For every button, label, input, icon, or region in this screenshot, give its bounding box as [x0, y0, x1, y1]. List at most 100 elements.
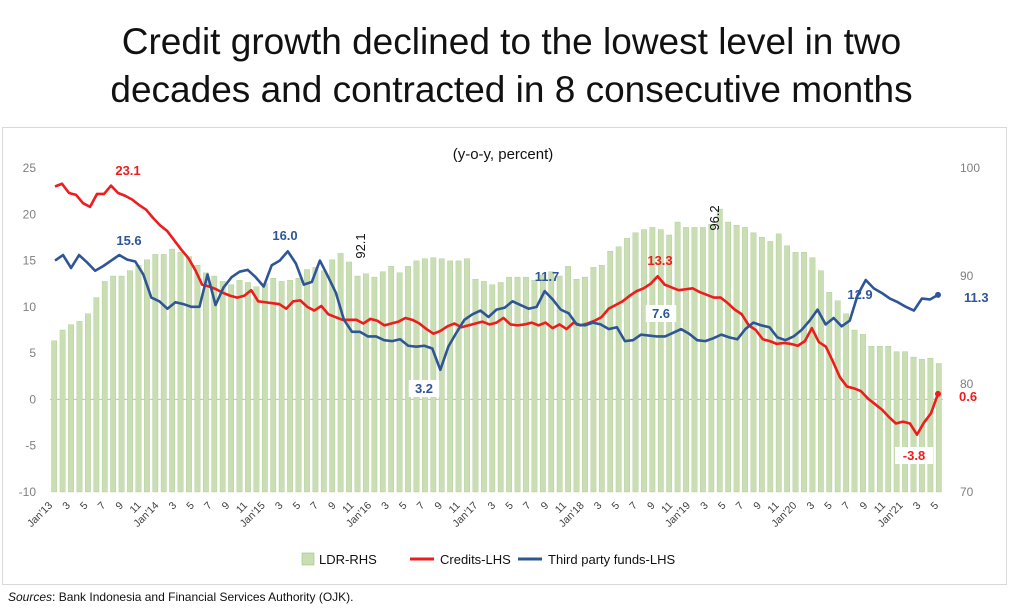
x-tick-label: Jan'13 [25, 500, 55, 530]
ldr-bar [236, 280, 243, 493]
x-tick-label: 9 [645, 500, 658, 513]
left-tick-label: -5 [25, 439, 36, 453]
ldr-bar [346, 261, 352, 493]
ldr-bar [396, 272, 403, 493]
ldr-bar [329, 259, 336, 493]
ldr-bar [851, 329, 858, 493]
ldr-bar [725, 221, 732, 493]
data-label: 11.3 [964, 290, 989, 305]
ldr-bar [759, 236, 765, 493]
series-lines [54, 182, 941, 436]
ldr-bar [742, 227, 748, 493]
data-label: 12.9 [847, 287, 872, 302]
ldr-bar [548, 271, 555, 493]
credits-end-marker [935, 390, 941, 397]
x-tick-label: 3 [167, 500, 180, 513]
x-tick-label: 5 [822, 500, 835, 513]
ldr-bar [565, 266, 571, 493]
ldr-bar [573, 279, 580, 493]
ldr-bar [304, 269, 310, 493]
ldr-bar [211, 275, 218, 493]
x-tick-label: 5 [397, 500, 410, 513]
ldr-bar [93, 297, 100, 493]
ldr-bar [59, 329, 66, 493]
ldr-bar [708, 224, 715, 493]
ldr-bar [68, 324, 74, 493]
x-tick-label: 5 [929, 500, 942, 513]
legend-ldr-label: LDR-RHS [319, 552, 377, 567]
ldr-bar [228, 284, 234, 493]
x-tick-label: 5 [184, 500, 197, 513]
x-tick-label: 9 [326, 500, 339, 513]
x-tick-label: 9 [539, 500, 552, 513]
ldr-bar [177, 252, 184, 493]
ldr-bar [371, 276, 378, 493]
x-tick-label: 5 [716, 500, 729, 513]
ldr-bar [674, 221, 681, 493]
chart-title: Credit growth declined to the lowest lev… [0, 18, 1023, 114]
ldr-bar [194, 265, 201, 493]
ldr-bar [472, 279, 479, 493]
x-tick-label: 7 [521, 500, 534, 513]
data-label: 11.7 [535, 269, 560, 284]
ldr-bar [590, 267, 597, 493]
ldr-bar [556, 275, 563, 493]
title-line-2: decades and contracted in 8 consecutive … [110, 69, 913, 110]
ldr-bar [497, 282, 504, 493]
x-tick-label: 5 [78, 500, 91, 513]
ldr-bar [261, 283, 268, 493]
data-label-bg [408, 380, 440, 397]
data-label: 16.0 [272, 228, 297, 243]
x-tick-label: 7 [96, 500, 109, 513]
x-tick-label: 3 [592, 500, 605, 513]
ldr-bar [169, 248, 176, 493]
ldr-bar [203, 272, 209, 493]
source-text: : Bank Indonesia and Financial Services … [52, 590, 354, 604]
ldr-bar [539, 274, 546, 493]
x-tick-label: 5 [291, 500, 304, 513]
ldr-bar [219, 281, 226, 493]
data-label: 96.2 [707, 205, 722, 230]
ldr-bar [422, 258, 428, 493]
ldr-bar [135, 265, 142, 493]
x-tick-label: 7 [734, 500, 747, 513]
x-tick-label: 3 [379, 500, 392, 513]
ldr-bar [801, 252, 807, 493]
x-tick-label: 7 [415, 500, 428, 513]
ldr-bars [51, 208, 942, 493]
x-tick-label: 3 [698, 500, 711, 513]
ldr-bar [826, 292, 833, 493]
left-tick-label: 5 [29, 346, 36, 360]
ldr-bar [860, 334, 866, 493]
ldr-bar [76, 321, 83, 493]
ldr-bar [101, 281, 108, 493]
left-tick-label: 0 [29, 392, 36, 406]
title-line-1: Credit growth declined to the lowest lev… [121, 21, 902, 62]
ldr-bar [405, 266, 411, 493]
left-tick-label: 10 [23, 300, 37, 314]
ldr-bar [792, 252, 799, 493]
x-tick-label: 7 [308, 500, 321, 513]
ldr-bar [641, 229, 647, 493]
ldr-bar [927, 357, 934, 493]
ldr-bar [413, 260, 420, 493]
ldr-bar [700, 227, 706, 493]
ldr-bar [354, 275, 361, 493]
ldr-bar [582, 276, 588, 493]
ldr-bar [733, 225, 740, 493]
ldr-bar [245, 282, 251, 493]
left-tick-label: 15 [23, 254, 37, 268]
x-tick-label: 5 [503, 500, 516, 513]
ldr-bar [818, 270, 824, 493]
ldr-bar [531, 280, 538, 493]
left-tick-label: 20 [23, 207, 37, 221]
ldr-bar [514, 276, 521, 493]
ldr-bar [607, 251, 614, 493]
data-label-bg [645, 305, 677, 322]
ldr-bar [186, 256, 192, 493]
legend: LDR-RHS Credits-LHS Third party funds-LHS [301, 552, 675, 567]
ldr-bar [843, 313, 849, 493]
ldr-bar [160, 254, 167, 493]
data-label: -3.8 [903, 448, 925, 463]
data-label: 15.6 [116, 233, 141, 248]
